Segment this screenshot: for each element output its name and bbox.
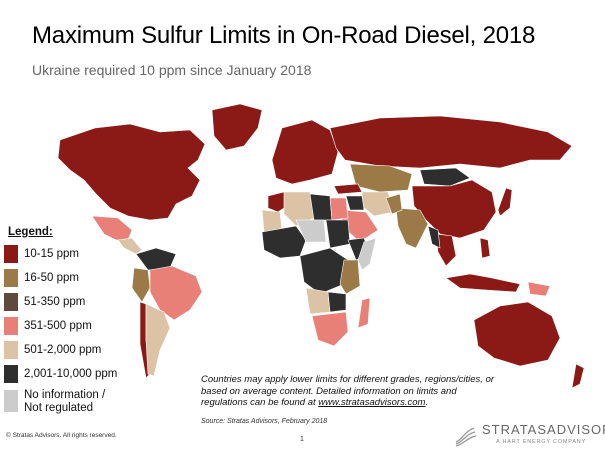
- region-philippines: [479, 237, 491, 259]
- region-central-america: [117, 237, 143, 255]
- source-note: Source: Stratas Advisors, February 2018: [201, 418, 328, 425]
- map-title: Maximum Sulfur Limits in On-Road Diesel,…: [32, 22, 536, 49]
- region-colombia-venezuela: [135, 247, 177, 271]
- legend-title: Legend:: [8, 226, 53, 238]
- region-angola: [305, 287, 331, 315]
- brand-name: STRATASADVISORS: [482, 422, 605, 437]
- region-myanmar: [427, 225, 441, 249]
- region-new-zealand: [571, 363, 585, 389]
- region-sudan: [325, 219, 351, 249]
- region-papua-new-guinea: [527, 281, 551, 297]
- region-europe: [271, 119, 339, 185]
- legend: Legend: 10-15 ppm 16-50 ppm 51-350 ppm 3…: [2, 226, 162, 416]
- legend-item-no-information: No information / Not regulated: [2, 386, 162, 416]
- region-greenland: [211, 103, 263, 151]
- legend-item-10-15: 10-15 ppm: [2, 242, 162, 266]
- brand-logo: STRATASADVISORS A HART ENERGY COMPANY: [452, 420, 605, 450]
- world-map: [0, 88, 605, 418]
- region-brazil: [149, 265, 203, 321]
- region-niger-chad: [295, 219, 327, 243]
- region-libya: [309, 193, 333, 221]
- region-pakistan: [385, 193, 403, 215]
- legend-label-line2: Not regulated: [24, 402, 94, 414]
- region-central-africa: [299, 247, 349, 295]
- region-zambia: [327, 291, 347, 313]
- legend-label: 10-15 ppm: [24, 248, 79, 260]
- legend-label: 16-50 ppm: [24, 272, 79, 284]
- footnote-text: Countries may apply lower limits for dif…: [201, 374, 495, 408]
- page-number: 1: [300, 436, 304, 443]
- legend-item-16-50: 16-50 ppm: [2, 266, 162, 290]
- legend-item-2001-10000: 2,001-10,000 ppm: [2, 362, 162, 386]
- stratas-website-link[interactable]: www.stratasadvisors.com: [318, 397, 426, 408]
- legend-label-line1: No information /: [24, 389, 106, 401]
- region-australia: [473, 301, 561, 367]
- region-india: [395, 207, 429, 249]
- region-somalia: [357, 237, 377, 271]
- legend-swatch: [4, 341, 18, 359]
- brand-mark-icon: [455, 427, 477, 447]
- copyright-note: © Stratas Advisors. All rights reserved.: [6, 432, 117, 439]
- footnote-end: .: [425, 397, 429, 408]
- legend-item-351-500: 351-500 ppm: [2, 314, 162, 338]
- legend-swatch: [4, 245, 18, 263]
- legend-swatch: [4, 293, 18, 311]
- region-mongolia: [419, 167, 471, 187]
- region-south-africa: [311, 311, 349, 347]
- legend-swatch: [4, 365, 18, 383]
- legend-label: 51-350 ppm: [24, 296, 86, 308]
- region-madagascar: [357, 297, 371, 329]
- region-argentina: [145, 303, 171, 377]
- legend-swatch: [4, 317, 18, 335]
- legend-swatch: [4, 390, 18, 412]
- legend-label: 2,001-10,000 ppm: [24, 368, 118, 380]
- region-russia: [329, 115, 573, 169]
- brand-tagline: A HART ENERGY COMPANY: [496, 439, 587, 445]
- world-map-svg: [57, 103, 585, 389]
- legend-label: 351-500 ppm: [24, 320, 92, 332]
- map-subtitle: Ukraine required 10 ppm since January 20…: [32, 62, 312, 78]
- region-egypt: [329, 197, 349, 221]
- region-japan: [497, 187, 513, 217]
- region-peru: [131, 267, 151, 303]
- legend-swatch: [4, 269, 18, 287]
- legend-item-51-350: 51-350 ppm: [2, 290, 162, 314]
- footnote: Countries may apply lower limits for dif…: [201, 374, 501, 409]
- region-north-america: [57, 123, 206, 221]
- region-turkey: [333, 183, 363, 195]
- legend-label: 501-2,000 ppm: [24, 344, 102, 356]
- legend-label: No information / Not regulated: [24, 389, 105, 415]
- region-iraq: [345, 195, 365, 211]
- region-indonesia: [445, 273, 521, 293]
- region-southeast-asia: [435, 233, 457, 267]
- region-east-africa: [339, 259, 361, 295]
- region-west-africa: [261, 225, 307, 259]
- legend-item-501-2000: 501-2,000 ppm: [2, 338, 162, 362]
